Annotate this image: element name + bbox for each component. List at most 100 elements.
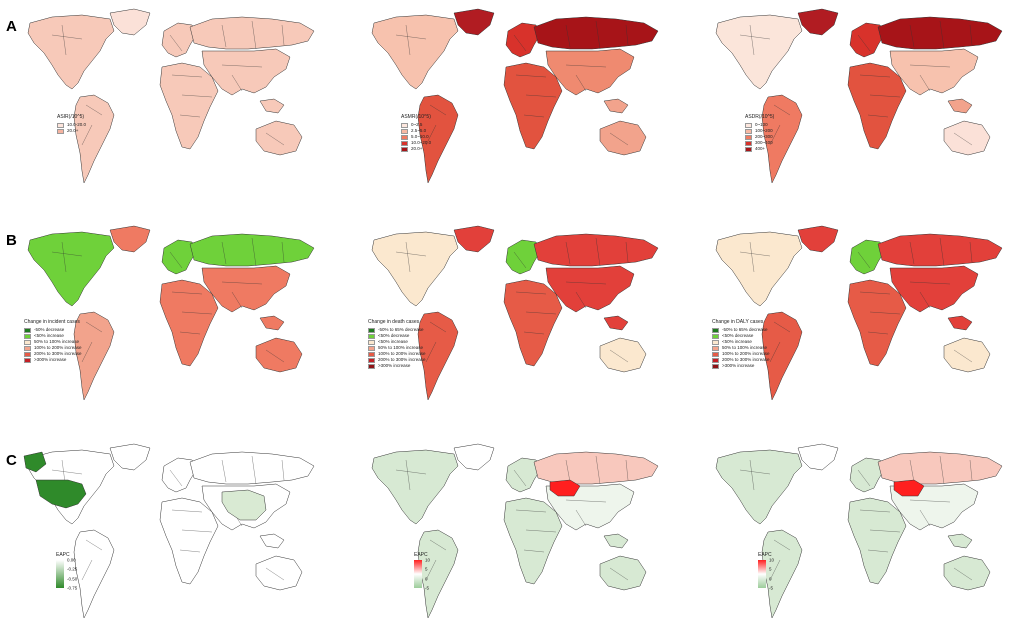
legend-item: 0~100 xyxy=(745,122,774,128)
region-kz xyxy=(893,479,925,497)
map-panel-a1: ASIR(/10^5) 10.0-20.0 20.0+ xyxy=(22,5,322,195)
legend-item: 100% to 200% increase xyxy=(368,351,426,357)
legend-swatch xyxy=(368,357,375,363)
legend-label: 400+ xyxy=(755,145,766,151)
legend-label: 200% to 300% increase xyxy=(722,356,770,362)
region-oc xyxy=(259,533,285,549)
country-border xyxy=(281,24,285,46)
legend-label: 10.0-20.0 xyxy=(67,121,87,127)
region-ru xyxy=(877,16,1003,50)
row-label-a: A xyxy=(6,18,17,35)
region-gl xyxy=(453,443,495,471)
country-border xyxy=(857,469,871,487)
country-border xyxy=(939,237,945,267)
country-border xyxy=(869,529,901,533)
region-aus xyxy=(599,120,647,156)
map-panel-a3: ASDR(/10^5) 0~100 100~200 200~300 300~400 400… xyxy=(710,5,1010,195)
legend-item: 2.5~5.0 xyxy=(401,128,431,134)
region-af xyxy=(159,497,219,585)
country-border xyxy=(565,24,571,48)
region-eu xyxy=(849,457,885,493)
map-legend: Change in death cases -50% to 65% decreas… xyxy=(368,320,426,369)
legend-label: 200~300 xyxy=(755,133,773,139)
country-border xyxy=(739,34,771,40)
legend-label: 10.0~20.0 xyxy=(411,139,432,145)
gradient-tick-label: 10 xyxy=(769,557,775,563)
region-af xyxy=(503,497,563,585)
region-eu xyxy=(505,239,541,275)
country-border xyxy=(395,469,427,475)
legend-item: 100% to 200% increase xyxy=(24,345,82,351)
country-border xyxy=(565,241,571,265)
legend-item: <50% increase xyxy=(368,339,426,345)
country-border xyxy=(405,241,411,273)
country-border xyxy=(523,549,545,553)
region-eu xyxy=(505,22,541,58)
legend-item: 200% to 300% increase xyxy=(712,357,770,363)
country-border xyxy=(909,281,951,285)
country-border xyxy=(429,104,447,116)
legend-swatch xyxy=(368,333,375,339)
country-border xyxy=(773,539,791,551)
country-border xyxy=(739,469,771,475)
country-border xyxy=(953,349,973,363)
gradient-tick-label: -0.25 xyxy=(67,566,78,572)
country-border xyxy=(513,251,527,269)
legend-title: EAPC xyxy=(56,552,70,558)
region-sa xyxy=(761,529,803,619)
country-border xyxy=(625,241,629,263)
row-label-c: C xyxy=(6,452,17,469)
country-border xyxy=(939,20,945,50)
country-border xyxy=(281,459,285,481)
country-border xyxy=(181,529,213,533)
legend-title: ASIR(/10^5) xyxy=(57,114,85,120)
region-na xyxy=(371,14,459,90)
region-oc xyxy=(603,98,629,114)
legend-label: -50% decrease xyxy=(34,326,65,332)
country-border xyxy=(395,34,427,40)
region-aus xyxy=(255,555,303,591)
legend-item: 200% to 300% increase xyxy=(24,351,82,357)
country-border xyxy=(575,291,587,309)
region-gl xyxy=(797,443,839,471)
country-border xyxy=(51,469,83,475)
legend-swatch xyxy=(24,357,31,363)
legend-item: 50% to 100% increase xyxy=(24,339,82,345)
legend-label: 100% to 200% increase xyxy=(378,350,426,356)
legend-item: >300% increase xyxy=(24,357,82,363)
country-border xyxy=(171,74,203,78)
region-as xyxy=(545,48,635,96)
country-border xyxy=(425,341,437,363)
region-aus xyxy=(255,337,303,373)
country-border xyxy=(857,34,871,52)
region-aus xyxy=(943,120,991,156)
country-border xyxy=(909,459,915,483)
region-oc xyxy=(603,533,629,549)
map-legend: ASIR(/10^5) 10.0-20.0 20.0+ xyxy=(57,115,86,134)
legend-label: 20.0+ xyxy=(411,145,423,151)
country-border xyxy=(179,114,201,118)
gradient-legend: EAPC 10 5 0 -5 xyxy=(414,552,430,591)
legend-label: <50% decrease xyxy=(378,332,410,338)
country-border xyxy=(425,559,437,581)
region-oc xyxy=(259,315,285,331)
region-af xyxy=(159,279,219,367)
legend-item: 50% to 100% increase xyxy=(712,345,770,351)
gradient-tick-label: 0 xyxy=(425,576,428,582)
country-border xyxy=(251,20,257,50)
legend-label: 100~200 xyxy=(755,127,773,133)
legend-swatch xyxy=(57,122,64,128)
region-gl xyxy=(453,225,495,253)
legend-item: <50% decrease xyxy=(368,333,426,339)
region-gl xyxy=(109,8,151,36)
region-sa xyxy=(761,94,803,184)
country-border xyxy=(867,549,889,553)
legend-item: 20.0+ xyxy=(401,146,431,152)
legend-swatch xyxy=(401,134,408,140)
legend-label: 5.0~10.0 xyxy=(411,133,429,139)
legend-title: EAPC xyxy=(758,552,772,558)
country-border xyxy=(171,509,203,513)
country-border xyxy=(429,539,447,551)
country-border xyxy=(595,455,601,485)
gradient-tick-label: 5 xyxy=(769,566,772,572)
